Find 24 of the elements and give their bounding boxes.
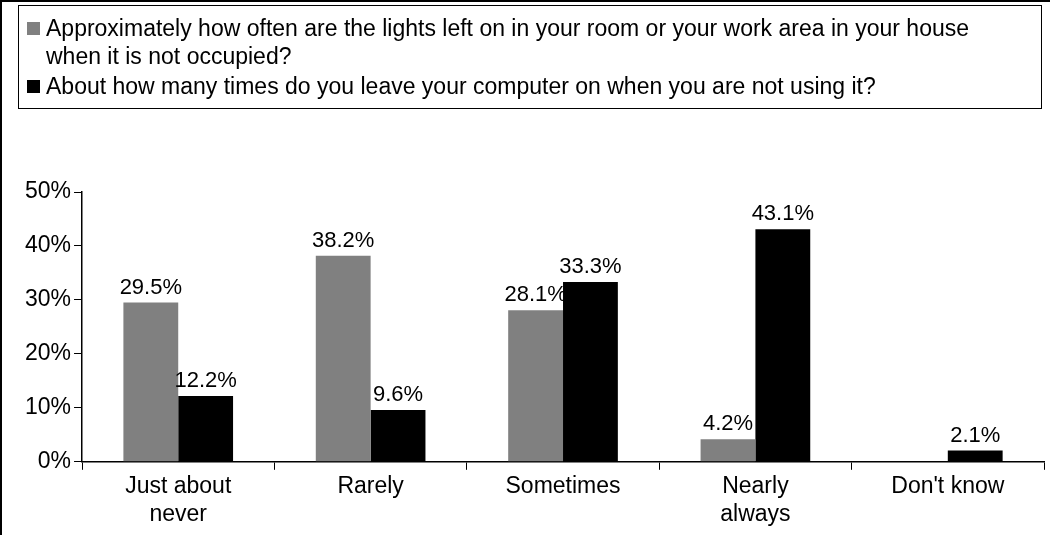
y-tick-label: 50%	[24, 177, 72, 204]
y-tick-label: 0%	[37, 447, 72, 474]
data-label: 38.2%	[312, 226, 375, 252]
y-tick-label: 20%	[24, 339, 72, 366]
bar	[315, 255, 371, 462]
x-tick-label: Just about never	[125, 471, 232, 526]
data-label: 29.5%	[119, 273, 183, 299]
data-label: 4.2%	[702, 410, 754, 436]
x-tick-label: Sometimes	[505, 471, 621, 498]
bar	[700, 439, 756, 462]
x-tick-label: Nearly always	[720, 471, 791, 526]
data-label: 2.1%	[950, 421, 1001, 447]
x-tick-label: Rarely	[337, 471, 405, 498]
data-label: 43.1%	[751, 200, 815, 226]
bar	[508, 310, 564, 462]
legend-label: About how many times do you leave your computer on when you are not using it?	[46, 72, 876, 100]
y-tick-label: 40%	[24, 231, 72, 258]
y-tick-label: 30%	[24, 285, 72, 312]
data-label: 9.6%	[372, 381, 424, 407]
data-label: 33.3%	[559, 253, 622, 279]
x-tick-label: Don't know	[891, 471, 1005, 498]
y-tick-label: 10%	[24, 393, 72, 420]
legend-label: Approximately how often are the lights left on in your room or your work area in your house when it is not occupied?	[46, 14, 971, 70]
data-label: 12.2%	[174, 367, 237, 393]
